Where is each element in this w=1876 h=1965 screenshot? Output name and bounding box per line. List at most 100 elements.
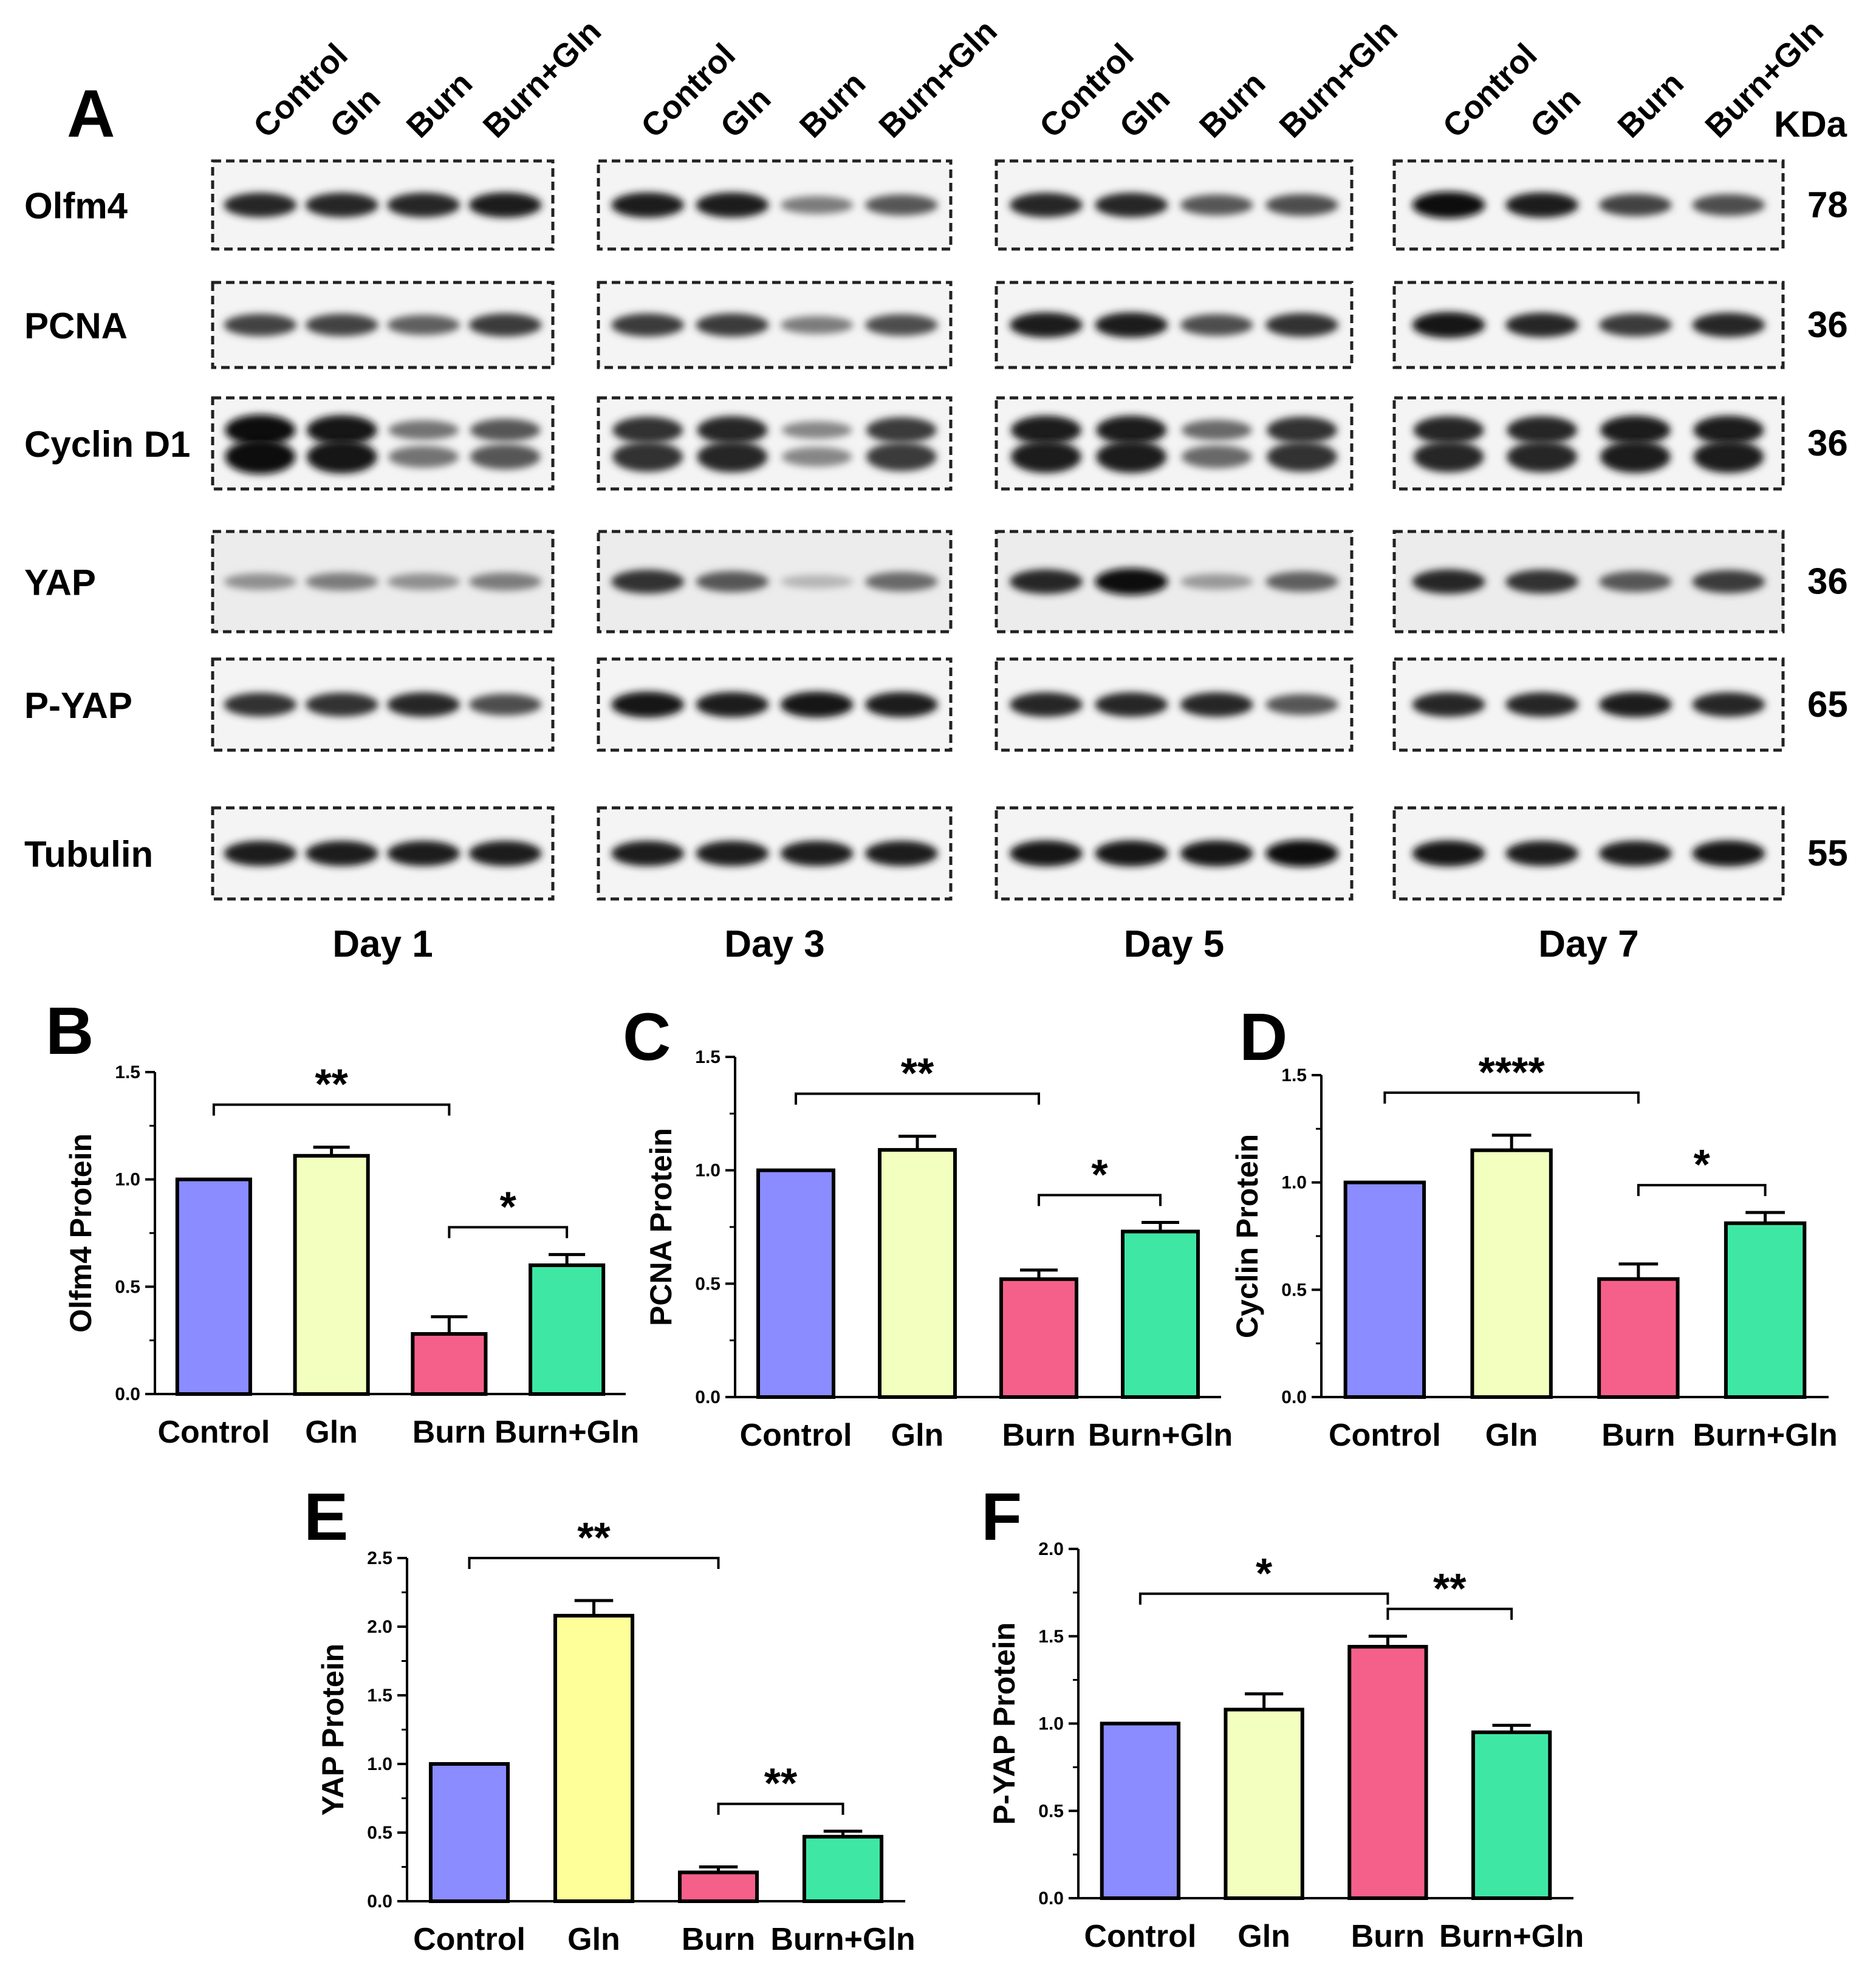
blot-band [1009, 312, 1083, 338]
y-tick-label: 0.0 [695, 1387, 721, 1407]
blot-band [864, 841, 938, 866]
significance-label: ** [764, 1760, 798, 1807]
category-label: Control [1084, 1919, 1196, 1954]
blot-band [1412, 569, 1485, 594]
bar-burn [1347, 1645, 1428, 1900]
blot-band [306, 440, 377, 474]
y-tick-label: 1.5 [115, 1062, 140, 1082]
day-label: Day 5 [1124, 923, 1224, 965]
blot-band [1180, 573, 1253, 590]
blot-band [1265, 194, 1339, 216]
blot-band [780, 575, 854, 589]
y-axis-title: Cyclin Protein [1230, 1134, 1264, 1338]
kda-value: 36 [1807, 423, 1848, 463]
y-tick-label: 1.5 [1281, 1065, 1307, 1085]
y-axis-title: P-YAP Protein [987, 1622, 1021, 1825]
blot-box [211, 806, 555, 901]
blot-box [597, 657, 953, 752]
blot-band [468, 841, 542, 866]
blot-box [211, 159, 555, 251]
blot-band [697, 416, 768, 444]
significance-bracket [795, 1092, 1040, 1105]
blot-band [468, 313, 542, 337]
bar-gln [293, 1153, 370, 1396]
y-tick-label: 0.5 [115, 1277, 140, 1297]
bar-gln [1470, 1148, 1553, 1399]
blot-band [468, 192, 542, 218]
blot-band [225, 414, 296, 446]
blot-band [696, 841, 769, 866]
blot-band [1692, 312, 1765, 338]
y-tick-label: 0.0 [115, 1384, 140, 1404]
significance-label: * [1256, 1550, 1273, 1597]
blot-band [864, 692, 938, 717]
y-axis-title: YAP Protein [316, 1644, 350, 1816]
blot-band [696, 192, 769, 218]
bar-control [756, 1168, 835, 1399]
blot-band [1505, 841, 1579, 866]
significance-bracket [1138, 1592, 1389, 1605]
blot-band [1412, 840, 1485, 867]
category-label: Burn [413, 1415, 486, 1450]
bar-chart-b: B 0.0 0.5 1.0 1.5 Olfm4 Protein Control Gln Burn… [46, 994, 639, 1450]
panel-letter: D [1239, 1000, 1287, 1075]
blot-band [864, 572, 938, 592]
bar-control [1343, 1180, 1426, 1399]
blot-box [1392, 396, 1785, 491]
blot-band [1412, 692, 1485, 717]
category-label: Burn+Gln [1439, 1919, 1584, 1954]
significance-label: ** [315, 1061, 348, 1108]
kda-header: KDa [1774, 104, 1847, 145]
y-tick-label: 2.5 [367, 1548, 392, 1568]
bar-burn-gln [1471, 1730, 1552, 1900]
kda-value: 65 [1807, 684, 1848, 725]
category-label: Burn+Gln [1088, 1418, 1233, 1453]
blot-box [994, 530, 1354, 634]
bar-burn [677, 1870, 759, 1904]
y-tick-label: 0.5 [695, 1274, 721, 1294]
panel-letter: E [304, 1480, 348, 1554]
category-label: Burn+Gln [1693, 1418, 1837, 1453]
blot-box [597, 806, 953, 901]
y-tick-label: 1.0 [695, 1161, 721, 1181]
blot-band [696, 571, 769, 592]
category-label: Burn+Gln [495, 1415, 639, 1450]
category-label: Control [157, 1415, 270, 1450]
blot-band [1412, 191, 1485, 219]
bar-chart-f: F 0.0 0.5 1.0 1.5 2.0 P-YAP Protein Control Gln B… [981, 1480, 1584, 1954]
blot-band [1412, 312, 1485, 338]
blot-band [696, 692, 769, 717]
blot-band [468, 572, 542, 591]
blot-band [612, 416, 683, 444]
y-tick-label: 2.0 [367, 1617, 392, 1637]
y-tick-label: 2.0 [1038, 1539, 1064, 1559]
blot-band [1095, 312, 1168, 338]
blot-band [611, 841, 685, 866]
category-label: Burn [1601, 1418, 1675, 1453]
blot-band [866, 442, 937, 471]
category-label: Gln [891, 1418, 944, 1453]
y-axis-title: Olfm4 Protein [64, 1133, 98, 1333]
bar-control [1100, 1721, 1181, 1900]
blot-band [1692, 692, 1765, 717]
blot-band [1505, 312, 1579, 338]
kda-value: 55 [1807, 833, 1848, 873]
y-tick-label: 1.5 [1038, 1627, 1064, 1647]
blot-band [1692, 194, 1765, 216]
bar-chart-d: D 0.0 0.5 1.0 1.5 Cyclin Protein Control Gln Bur… [1230, 1000, 1838, 1453]
bar-burn-gln [1724, 1221, 1807, 1399]
bar-chart-c: C 0.0 0.5 1.0 1.5 PCNA Protein Control Gln Burn B… [623, 1000, 1233, 1453]
y-tick-label: 0.5 [1281, 1280, 1307, 1300]
blot-band [388, 445, 459, 468]
kda-value: 36 [1807, 304, 1848, 345]
y-tick-label: 1.0 [1038, 1714, 1064, 1734]
y-tick-label: 0.0 [1281, 1387, 1307, 1407]
blot-band [224, 313, 297, 337]
bar-gln [553, 1613, 635, 1903]
blot-band [387, 573, 460, 590]
blot-band [1692, 840, 1765, 867]
blot-band [864, 194, 938, 216]
blot-band [1095, 840, 1168, 867]
significance-label: ** [577, 1514, 611, 1561]
y-tick-label: 1.5 [695, 1047, 721, 1067]
